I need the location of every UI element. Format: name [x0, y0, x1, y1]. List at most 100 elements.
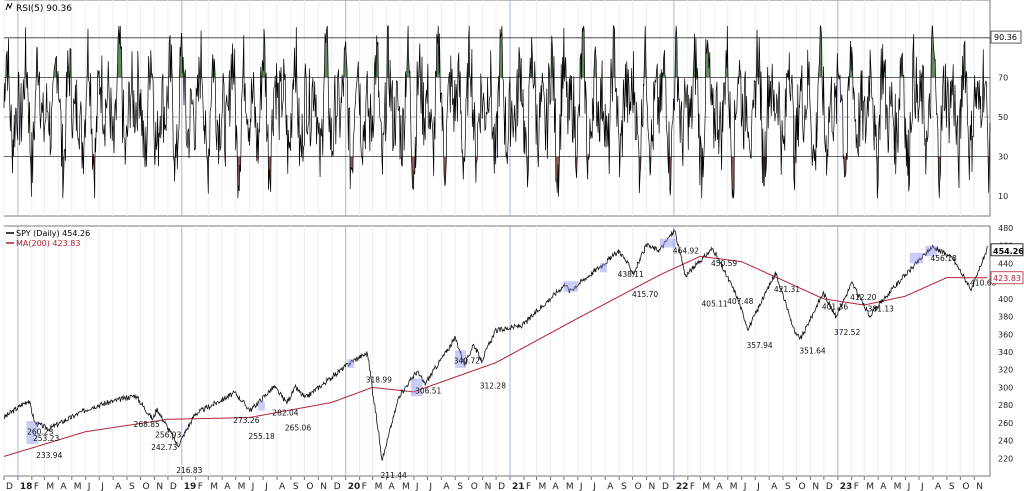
x-tick-label: S	[457, 482, 463, 491]
x-tick-label: M	[238, 482, 246, 491]
price-y-tick-label: 320	[998, 366, 1013, 375]
highlight-box	[347, 359, 355, 368]
price-data-label: 438.11	[618, 270, 644, 279]
price-data-label: 410.68	[970, 278, 996, 287]
price-y-tick-label: 240	[998, 437, 1013, 446]
chart-icon	[5, 2, 13, 11]
x-tick-label: M	[866, 482, 874, 491]
rsi-panel: 10 30 50 70 90.36 RSI(5) 90.36	[3, 0, 1022, 217]
x-tick-label: D	[662, 482, 669, 491]
rsi-value-box	[990, 30, 1022, 44]
x-tick-label: N	[156, 482, 163, 491]
price-y-tick-label: 340	[998, 348, 1013, 357]
x-tick-label: J	[251, 482, 255, 491]
x-tick-label: A	[279, 482, 286, 491]
price-data-label: 456.18	[931, 254, 957, 263]
x-tick-label: 22	[676, 482, 689, 491]
price-data-label: 282.04	[272, 408, 298, 417]
price-line	[3, 229, 988, 461]
x-tick-label: J	[743, 482, 747, 491]
price-y-tick-label: 440	[998, 259, 1013, 268]
x-tick-label: M	[702, 482, 710, 491]
price-data-label: 412.20	[850, 293, 876, 302]
x-tick-label: F	[690, 482, 695, 491]
x-tick-label: A	[60, 482, 67, 491]
price-data-label: 318.99	[366, 376, 392, 385]
x-tick-label: F	[34, 482, 39, 491]
price-data-label: 405.11	[702, 299, 728, 308]
x-tick-label: F	[362, 482, 367, 491]
x-tick-label: F	[854, 482, 859, 491]
last-price-box	[990, 243, 1024, 257]
x-tick-label: O	[471, 482, 478, 491]
price-y-tick-label: 260	[998, 419, 1013, 428]
x-tick-label: N	[812, 482, 819, 491]
price-frame	[3, 225, 991, 477]
ma200-line	[3, 255, 988, 457]
price-data-label: 312.28	[480, 382, 506, 391]
price-data-label: 421.31	[774, 285, 800, 294]
price-data-label: 211.44	[381, 471, 407, 480]
x-tick-label: A	[389, 482, 396, 491]
x-tick-label: O	[142, 482, 149, 491]
last-price-label: 454.26	[993, 247, 1024, 256]
price-data-label: 372.52	[834, 328, 860, 337]
rsi-y-tick-label: 70	[998, 73, 1008, 82]
x-tick-label: J	[87, 482, 91, 491]
x-tick-label: N	[976, 482, 983, 491]
price-data-label: 450.59	[711, 259, 737, 268]
x-tick-label: J	[415, 482, 419, 491]
price-y-tick-label: 300	[998, 383, 1013, 392]
x-tick-label: O	[635, 482, 642, 491]
x-tick-label: A	[771, 482, 778, 491]
price-y-tick-label: 360	[998, 330, 1013, 339]
x-tick-label: M	[46, 482, 54, 491]
x-tick-label: A	[443, 482, 450, 491]
highlight-box	[410, 378, 423, 397]
x-tick-label: N	[485, 482, 492, 491]
price-y-tick-label: 280	[998, 401, 1013, 410]
x-tick-label: S	[621, 482, 627, 491]
rsi-value-label: 90.36	[994, 33, 1017, 42]
last-ma-label: 423.83	[993, 274, 1021, 283]
highlight-box	[659, 238, 676, 248]
x-tick-label: A	[607, 482, 614, 491]
x-tick-label: A	[115, 482, 122, 491]
rsi-title: RSI(5) 90.36	[16, 4, 72, 14]
x-tick-label: M	[539, 482, 547, 491]
x-tick-label: 23	[840, 482, 853, 491]
rsi-y-tick-label: 10	[998, 192, 1008, 201]
x-tick-label: F	[198, 482, 203, 491]
price-y-tick-label: 400	[998, 295, 1013, 304]
legend-price: SPY (Daily) 454.26	[16, 229, 90, 238]
x-tick-label: A	[716, 482, 723, 491]
price-panel: D 18 F M A M J J A S O N D 19 F M A M J J A S O N D 20 F M A M J J A S O N D…	[3, 224, 1024, 491]
x-tick-label: D	[6, 482, 13, 491]
price-data-label: 265.06	[285, 423, 311, 432]
x-tick-label: M	[566, 482, 574, 491]
x-tick-label: J	[756, 482, 760, 491]
highlight-box	[455, 350, 467, 368]
x-tick-label: N	[320, 482, 327, 491]
x-tick-label: D	[334, 482, 341, 491]
highlight-box	[599, 263, 608, 273]
price-data-label: 401.36	[822, 303, 848, 312]
x-tick-label: A	[880, 482, 887, 491]
rsi-frame	[3, 0, 991, 217]
price-data-label: 273.26	[233, 416, 259, 425]
x-tick-label: S	[949, 482, 955, 491]
price-y-tick-label: 480	[998, 224, 1013, 233]
x-tick-label: A	[224, 482, 231, 491]
x-tick-label: M	[402, 482, 410, 491]
x-tick-label: F	[526, 482, 531, 491]
x-tick-label: M	[894, 482, 902, 491]
x-tick-label: N	[649, 482, 656, 491]
x-tick-label: 21	[512, 482, 525, 491]
x-tick-label: J	[264, 482, 268, 491]
rsi-line	[3, 24, 991, 199]
x-tick-label: J	[592, 482, 596, 491]
price-data-label: 260.23	[27, 428, 53, 437]
highlight-box	[925, 245, 938, 257]
price-y-tick-label: 380	[998, 313, 1013, 322]
